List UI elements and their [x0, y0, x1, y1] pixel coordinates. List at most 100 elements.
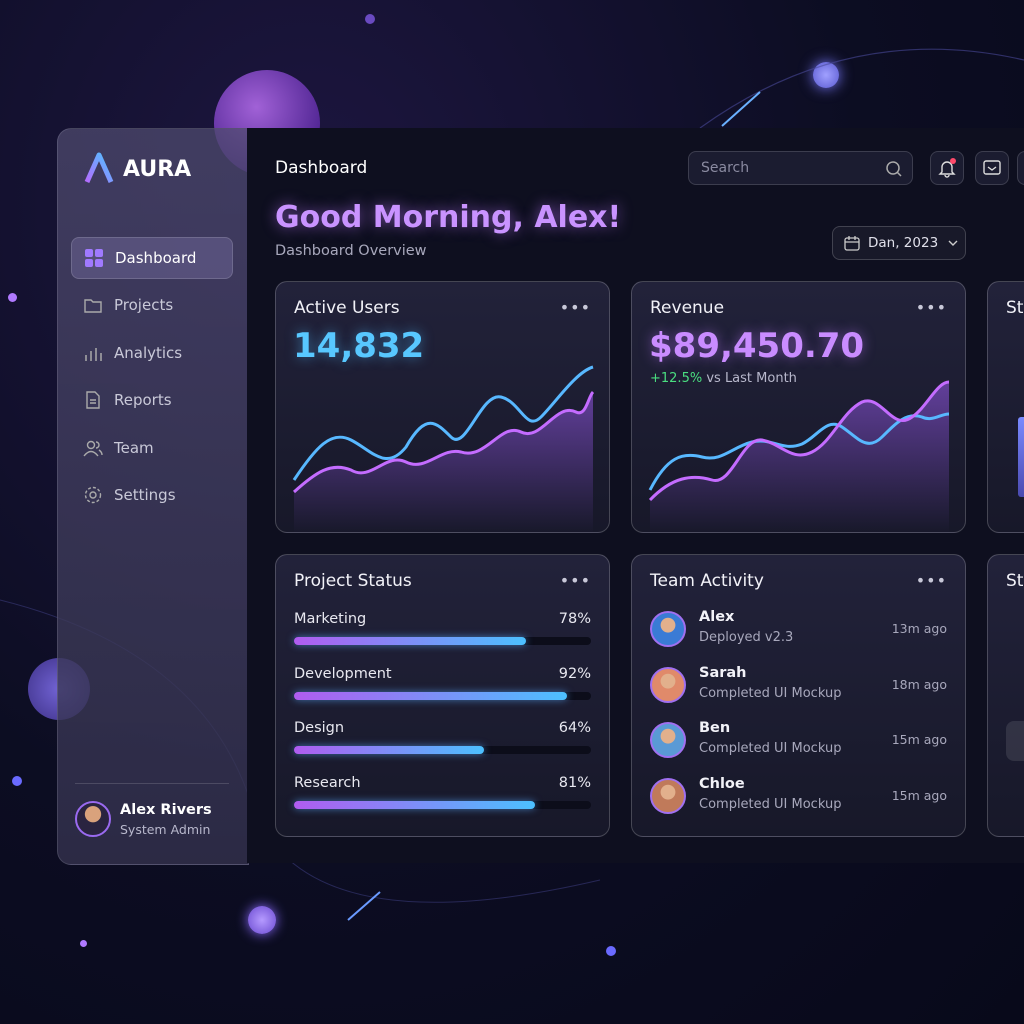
notification-button[interactable] — [930, 151, 964, 185]
active-users-card: Active Users ••• 14,832 — [275, 281, 610, 533]
nav-item[interactable]: Settings — [71, 474, 233, 516]
nav-item[interactable]: Dashboard — [71, 237, 233, 279]
brand: AURA — [123, 157, 192, 182]
bg-dot — [606, 946, 616, 956]
project-percent: 64% — [558, 720, 591, 736]
card-menu[interactable]: ••• — [915, 571, 947, 590]
progress-bar — [294, 800, 535, 809]
activity-time: 15m ago — [891, 787, 947, 803]
nav-icon — [85, 249, 103, 267]
nav-item[interactable]: Analytics — [71, 332, 233, 374]
nav-icon — [86, 391, 100, 409]
card-value: 14,832 — [293, 326, 425, 366]
partial-bar — [1018, 417, 1024, 497]
nav-label: Reports — [114, 391, 172, 409]
date-picker[interactable]: Dan, 2023 — [832, 226, 966, 260]
project-percent: 78% — [558, 611, 591, 627]
partial-tile — [1006, 721, 1024, 761]
revenue-change-row: +12.5% vs Last Month — [650, 371, 797, 386]
user-avatar — [75, 801, 111, 837]
nav-item[interactable]: Reports — [71, 379, 233, 421]
nav-icon — [85, 348, 102, 361]
message-icon — [983, 160, 1001, 175]
nav-label: Dashboard — [115, 249, 197, 267]
nav-label: Analytics — [114, 344, 183, 362]
project-percent: 92% — [558, 665, 591, 682]
member-name: Alex — [699, 609, 735, 625]
nav-label: Team — [114, 439, 154, 457]
page-title: Dashboard — [275, 158, 368, 178]
progress-track — [294, 746, 591, 754]
bg-orb — [248, 906, 276, 934]
progress-bar — [294, 691, 568, 700]
nav-item[interactable]: Projects — [71, 284, 233, 326]
nav-label: Projects — [114, 296, 174, 314]
activity-time: 18m ago — [891, 676, 947, 692]
activity-time: 15m ago — [891, 732, 947, 747]
partial-card: St — [987, 554, 1024, 837]
divider — [75, 783, 229, 784]
activity-time: 13m ago — [891, 621, 947, 636]
project-name: Development — [294, 665, 392, 682]
avatar — [650, 722, 686, 758]
member-name: Sarah — [699, 664, 747, 681]
progress-track — [294, 800, 591, 809]
nav-label: Settings — [114, 486, 176, 504]
card-title: St — [1006, 571, 1024, 591]
avatar — [650, 777, 686, 814]
logo-icon — [84, 152, 114, 184]
nav-icon — [84, 486, 102, 504]
revenue-change-note: vs Last Month — [706, 371, 797, 386]
message-button[interactable] — [975, 151, 1009, 185]
user-role: System Admin — [120, 822, 211, 837]
member-name: Ben — [699, 720, 731, 736]
progress-bar — [294, 746, 485, 754]
search-placeholder: Search — [701, 160, 750, 176]
card-title: Active Users — [294, 298, 400, 318]
project-percent: 81% — [558, 774, 591, 791]
bg-dot — [12, 776, 22, 786]
calendar-icon — [844, 236, 860, 251]
menu-button[interactable] — [1017, 151, 1024, 185]
avatar — [650, 611, 686, 647]
revenue-card: Revenue ••• $89,450.70 +12.5% vs Last Mo… — [631, 281, 966, 533]
project-name: Research — [294, 774, 361, 791]
nav-item[interactable]: Team — [71, 427, 233, 469]
card-title: St — [1006, 298, 1024, 318]
bg-dot — [8, 293, 17, 302]
revenue-change: +12.5% — [650, 371, 703, 386]
nav-icon — [83, 440, 103, 457]
member-action: Deployed v2.3 — [699, 630, 794, 645]
date-label: Dan, 2023 — [868, 235, 939, 251]
member-action: Completed UI Mockup — [699, 685, 842, 701]
search-icon — [886, 161, 902, 177]
sparkline — [292, 365, 595, 532]
project-status-card: Project Status ••• Marketing 78% Developme… — [275, 554, 610, 837]
bg-orb — [813, 62, 839, 88]
team-activity-card: Team Activity ••• Alex Deployed v2.3 13m a… — [631, 554, 966, 837]
search-box[interactable]: Search — [688, 151, 913, 185]
card-menu[interactable]: ••• — [915, 298, 947, 317]
avatar — [650, 666, 686, 703]
card-title: Team Activity — [650, 571, 764, 591]
project-name: Marketing — [294, 611, 367, 627]
card-title: Revenue — [650, 298, 725, 318]
bell-icon — [938, 158, 956, 178]
card-menu[interactable]: ••• — [559, 571, 591, 590]
card-value: $89,450.70 — [649, 326, 865, 366]
bg-dot — [80, 940, 87, 947]
member-action: Completed UI Mockup — [699, 741, 842, 756]
chevron-icon — [948, 240, 958, 246]
subtitle: Dashboard Overview — [275, 243, 427, 259]
member-name: Chloe — [699, 775, 745, 792]
greeting: Good Morning, Alex! — [275, 200, 622, 235]
nav-icon — [84, 299, 102, 313]
card-menu[interactable]: ••• — [559, 298, 591, 317]
progress-bar — [294, 637, 526, 645]
bg-dot — [365, 14, 375, 24]
progress-track — [294, 637, 591, 645]
partial-card: St — [987, 281, 1024, 533]
project-name: Design — [294, 720, 345, 736]
